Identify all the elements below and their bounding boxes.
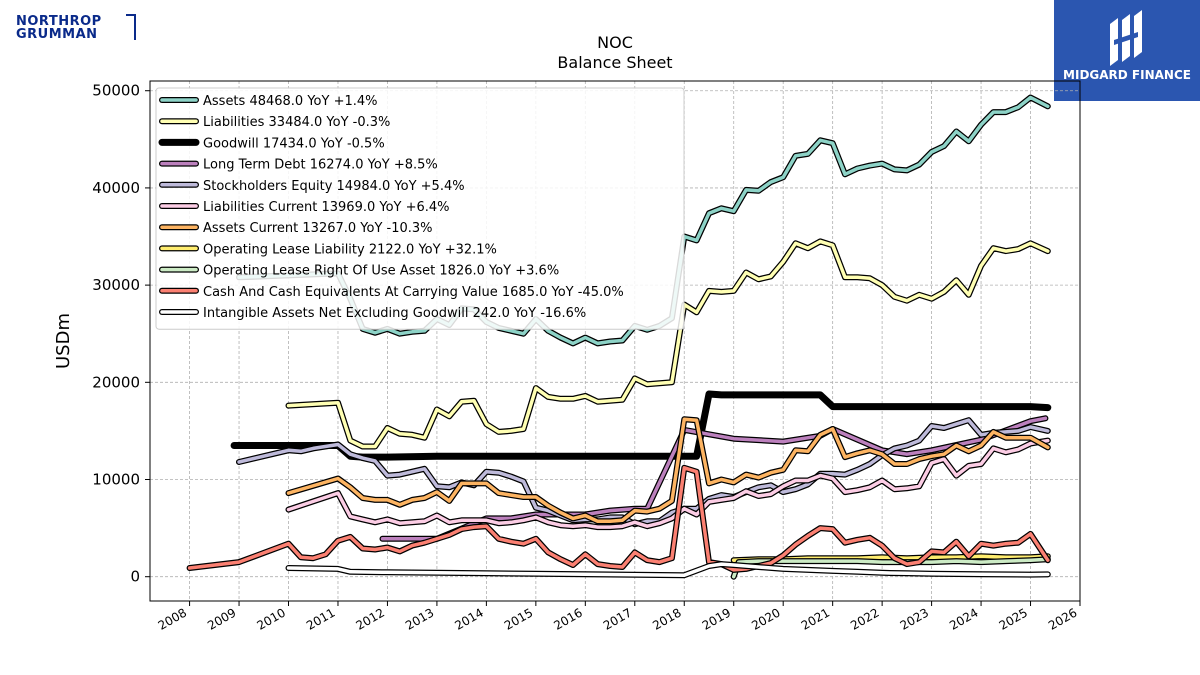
y-tick-label: 30000 — [92, 276, 140, 294]
x-tick-label: 2025 — [997, 605, 1030, 632]
x-tick-label: 2018 — [650, 605, 683, 632]
x-tick-label: 2022 — [848, 605, 881, 632]
series-line-6 — [286, 417, 1050, 524]
x-tick-label: 2013 — [403, 605, 436, 632]
legend-label-8: Operating Lease Right Of Use Asset 1826.… — [203, 264, 559, 279]
series-line-10 — [286, 562, 1050, 577]
y-tick-label: 40000 — [92, 179, 140, 197]
legend-label-0: Assets 48468.0 YoY +1.4% — [203, 94, 378, 109]
legend-label-4: Stockholders Equity 14984.0 YoY +5.4% — [203, 179, 465, 194]
x-tick-label: 2023 — [898, 605, 931, 632]
northrop-grumman-logo: NORTHROP GRUMMAN — [14, 12, 136, 44]
logo-text-line1: NORTHROP — [16, 14, 102, 29]
x-tick-label: 2015 — [502, 605, 535, 632]
plot-frame — [149, 80, 1081, 602]
y-tick-label: 10000 — [92, 471, 140, 489]
x-tick-label: 2009 — [205, 605, 238, 632]
legend-label-10: Intangible Assets Net Excluding Goodwill… — [203, 306, 586, 321]
series-line-3 — [380, 416, 1048, 541]
chart-title: NOC — [597, 33, 633, 52]
legend-label-9: Cash And Cash Equivalents At Carrying Va… — [203, 285, 624, 300]
legend: Assets 48468.0 YoY +1.4% Liabilities 3348… — [155, 87, 685, 330]
series-line-9 — [187, 466, 1050, 572]
logo-text: MIDGARD FINANCE — [1063, 68, 1191, 82]
series-line-5 — [286, 438, 1050, 529]
x-tick-label: 2016 — [551, 605, 584, 632]
x-tick-label: 2017 — [601, 605, 634, 632]
x-tick-label: 2008 — [156, 605, 189, 632]
y-tick-label: 0 — [130, 568, 140, 586]
x-tick-label: 2024 — [947, 605, 980, 632]
legend-label-6: Assets Current 13267.0 YoY -10.3% — [203, 221, 433, 236]
y-tick-label: 50000 — [92, 82, 140, 100]
x-tick-label: 2019 — [700, 605, 733, 632]
midgard-emblem-icon — [1110, 10, 1142, 66]
x-tick-label: 2021 — [799, 605, 832, 632]
x-tick-label: 2011 — [304, 605, 337, 632]
x-tick-label: 2014 — [452, 605, 485, 632]
logo-text-line2: GRUMMAN — [16, 27, 98, 42]
y-tick-label: 20000 — [92, 373, 140, 391]
chart-subtitle: Balance Sheet — [557, 53, 673, 72]
x-tick-label: 2020 — [749, 605, 782, 632]
legend-label-3: Long Term Debt 16274.0 YoY +8.5% — [203, 158, 438, 173]
legend-label-5: Liabilities Current 13969.0 YoY +6.4% — [203, 200, 450, 215]
x-tick-label: 2026 — [1046, 605, 1079, 632]
series-line-4 — [237, 418, 1050, 526]
x-tick-label: 2010 — [255, 605, 288, 632]
x-tick-label: 2012 — [353, 605, 386, 632]
y-axis-label: USDm — [53, 313, 74, 369]
logo-bracket-mark — [126, 14, 136, 40]
midgard-finance-logo: MIDGARD FINANCE — [1054, 0, 1200, 101]
legend-label-1: Liabilities 33484.0 YoY -0.3% — [203, 115, 390, 130]
legend-label-2: Goodwill 17434.0 YoY -0.5% — [203, 136, 385, 151]
legend-box — [155, 87, 685, 330]
legend-label-7: Operating Lease Liability 2122.0 YoY +32… — [203, 242, 497, 257]
series-line-2 — [230, 390, 1052, 461]
